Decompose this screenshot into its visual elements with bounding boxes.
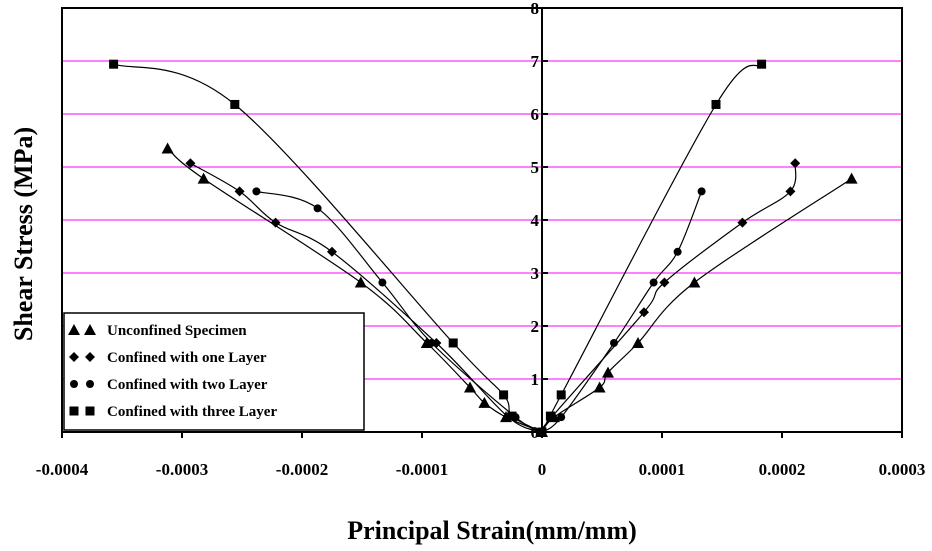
point-three-layer <box>757 59 767 69</box>
x-tick-labels: -0.0004 -0.0003 -0.0002 -0.0001 0 0.0001 0.000… <box>36 460 926 479</box>
point-two-layer <box>673 247 682 256</box>
legend-label: Confined with three Layer <box>107 404 277 420</box>
point-one-layer <box>659 277 670 288</box>
point-three-layer <box>499 390 509 400</box>
point-three-layer <box>711 99 721 109</box>
point-unconfined <box>632 336 644 348</box>
x-tick-label: 0.0001 <box>639 460 686 479</box>
point-unconfined <box>478 396 491 408</box>
point-one-layer <box>327 246 337 257</box>
point-one-layer <box>639 307 649 318</box>
x-tick-label: -0.0001 <box>396 460 448 479</box>
point-unconfined <box>602 366 614 378</box>
y-axis-title: Shear Stress (MPa) <box>9 127 38 341</box>
point-one-layer <box>185 158 196 169</box>
point-two-layer <box>313 204 322 213</box>
legend-label: Confined with one Layer <box>107 350 267 366</box>
point-one-layer <box>270 217 281 228</box>
point-three-layer <box>448 338 458 348</box>
x-tick-label: 0.0003 <box>879 460 926 479</box>
x-tick-label: 0.0002 <box>759 460 806 479</box>
point-three-layer <box>556 390 566 400</box>
y-tick-label: 2 <box>531 317 540 336</box>
point-two-layer <box>649 278 658 287</box>
legend-marker <box>85 406 95 416</box>
legend-marker <box>68 324 80 335</box>
point-unconfined <box>197 172 210 184</box>
point-three-layer <box>109 59 119 69</box>
x-axis-title: Principal Strain(mm/mm) <box>347 516 637 545</box>
legend-marker <box>69 406 79 416</box>
x-tick-label: -0.0002 <box>276 460 328 479</box>
point-two-layer <box>378 278 387 287</box>
point-two-layer <box>557 413 566 422</box>
point-two-layer <box>252 187 261 196</box>
point-unconfined <box>845 172 858 184</box>
point-three-layer <box>507 411 517 421</box>
point-three-layer <box>545 411 555 421</box>
legend-label: Unconfined Specimen <box>107 323 247 339</box>
x-tick-label: -0.0004 <box>36 460 89 479</box>
legend: Unconfined Specimen Confined with one Lay… <box>63 312 365 431</box>
point-two-layer <box>697 187 706 196</box>
y-tick-label: 0 <box>531 423 540 442</box>
point-one-layer <box>234 186 245 197</box>
point-one-layer <box>785 186 796 197</box>
point-unconfined <box>593 381 606 393</box>
y-tick-label: 5 <box>531 158 540 177</box>
point-unconfined <box>161 142 174 154</box>
legend-marker <box>85 352 95 362</box>
y-tick-label: 7 <box>531 52 540 71</box>
point-unconfined <box>688 276 701 288</box>
y-tick-label: 6 <box>531 105 540 124</box>
point-two-layer <box>427 338 436 347</box>
legend-marker <box>84 324 96 335</box>
point-unconfined <box>464 381 476 393</box>
y-tick-label: 1 <box>531 370 540 389</box>
legend-marker <box>86 380 94 388</box>
point-unconfined <box>354 276 367 288</box>
legend-box <box>63 312 365 431</box>
point-one-layer <box>790 158 801 169</box>
point-three-layer <box>230 99 240 109</box>
y-tick-label: 4 <box>531 211 540 230</box>
legend-marker <box>69 352 79 362</box>
axes <box>61 7 903 438</box>
point-two-layer <box>610 338 618 347</box>
x-tick-label: -0.0003 <box>156 460 208 479</box>
y-tick-label: 8 <box>531 0 540 18</box>
legend-marker <box>70 380 78 388</box>
y-tick-labels: 0 1 2 3 4 5 6 7 8 <box>531 0 540 442</box>
legend-label: Confined with two Layer <box>107 377 268 393</box>
y-tick-label: 3 <box>531 264 540 283</box>
x-tick-label: 0 <box>538 460 547 479</box>
point-one-layer <box>737 217 748 228</box>
